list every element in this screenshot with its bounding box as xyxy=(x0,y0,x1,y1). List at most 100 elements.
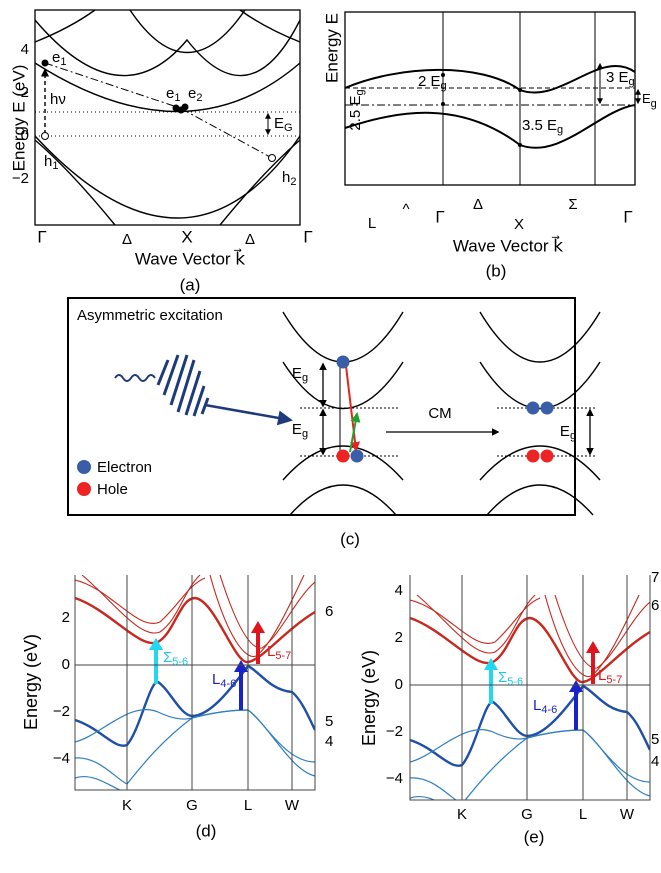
x-label: L xyxy=(368,215,376,232)
x-label: X xyxy=(514,216,524,233)
band-label: 7 xyxy=(651,569,659,586)
x-label: ^ xyxy=(402,201,409,218)
text-part: 2 xyxy=(290,176,296,188)
x-label: W xyxy=(285,797,300,814)
curve xyxy=(114,374,156,382)
text-part: 5-7 xyxy=(275,650,291,662)
x-label: Γ xyxy=(303,227,312,246)
text-part: E xyxy=(560,423,570,440)
x-label: G xyxy=(186,797,198,814)
text-part: h xyxy=(44,153,52,170)
band-label: 6 xyxy=(651,597,659,614)
text-part: e xyxy=(166,85,174,102)
marker-dot xyxy=(441,102,445,106)
text-part: 2.5 E xyxy=(347,96,364,131)
annotation: e2 xyxy=(188,85,202,104)
annotation: 3 Eg xyxy=(606,69,635,88)
x-label: W xyxy=(620,806,635,823)
text-part: 4-6 xyxy=(220,678,236,690)
text-part: e xyxy=(188,85,196,102)
text-part: g xyxy=(557,124,563,136)
marker-dot xyxy=(41,132,49,140)
x-label: K xyxy=(122,797,132,814)
text-part: g xyxy=(302,428,308,440)
band-curves xyxy=(75,575,315,790)
y-tick-label: −2 xyxy=(12,170,29,187)
x-axis-label: Wave Vector k⃗ xyxy=(135,248,245,268)
y-axis-label: Energy E (eV) xyxy=(9,65,28,172)
x-label: Δ xyxy=(473,196,483,213)
x-label: X xyxy=(181,227,192,246)
annotation: e1 xyxy=(166,85,180,104)
marker-dot xyxy=(350,449,364,463)
curve xyxy=(344,65,636,94)
panel-a: Energy E (eV) 4 2 0 −2 Γ Δ X Δ Γ Wave Ve… xyxy=(9,9,313,294)
guide-line xyxy=(345,365,361,452)
y-tick-label: 2 xyxy=(62,609,70,626)
curve xyxy=(34,139,301,226)
annotation: EG xyxy=(274,115,293,134)
plot-area xyxy=(75,575,315,790)
x-label: Γ xyxy=(37,227,46,246)
annotation: 3.5 Eg xyxy=(522,117,563,136)
x-label: Γ xyxy=(435,207,444,226)
text-part: E xyxy=(274,115,284,132)
annotation: Eg xyxy=(642,91,657,109)
y-axis-label: Energy (eV) xyxy=(359,650,379,746)
text-part: g xyxy=(354,89,366,95)
text-part: L xyxy=(598,667,606,684)
curve xyxy=(34,62,301,113)
text-part: Σ xyxy=(498,669,507,686)
band-label: 5 xyxy=(651,731,659,748)
x-label: L xyxy=(579,806,587,823)
annotation: h2 xyxy=(282,169,296,188)
text-part: g xyxy=(570,430,576,442)
y-tick-label: 2 xyxy=(395,629,403,646)
legend-label: Electron xyxy=(97,459,152,476)
text-part: 1 xyxy=(52,160,58,172)
text-part: 5-7 xyxy=(606,674,622,686)
text-part: g xyxy=(302,372,308,384)
y-tick-label: 4 xyxy=(21,41,29,58)
x-label: L xyxy=(244,797,252,814)
marker-dot xyxy=(441,73,445,77)
curve xyxy=(74,575,316,791)
y-tick-label: 0 xyxy=(395,676,403,693)
band-curves xyxy=(410,595,650,810)
text-part: Σ xyxy=(163,649,172,666)
y-tick-label: 2 xyxy=(21,84,29,101)
text-part: 5-6 xyxy=(507,676,523,688)
legend-swatch xyxy=(77,460,91,474)
annotation: h1 xyxy=(44,153,58,172)
curve xyxy=(149,638,163,650)
text-part: 4-6 xyxy=(541,704,557,716)
marker-dot xyxy=(518,88,522,92)
gap-label: Eg xyxy=(292,365,308,384)
panel-title: Asymmetric excitation xyxy=(77,307,223,324)
x-label: G xyxy=(521,806,533,823)
curve xyxy=(34,9,301,77)
curve xyxy=(479,311,601,516)
x-label: Δ xyxy=(245,231,255,248)
side-label: 2.5 Eg xyxy=(347,89,366,130)
text-part: L xyxy=(267,643,275,660)
curve xyxy=(282,311,404,516)
x-axis-label: Wave Vector k⃗ xyxy=(453,235,563,255)
marker-dot xyxy=(181,103,189,111)
marker-dot xyxy=(526,401,540,415)
panel-e: Energy (eV) 4 2 0 −2 −4 K G L W Σ5-6 L4-… xyxy=(359,569,660,847)
gap-label: Eg xyxy=(292,421,308,440)
marker-dot xyxy=(540,401,554,415)
legend-label: Hole xyxy=(97,481,128,498)
y-tick-label: 4 xyxy=(395,582,403,599)
caption: (e) xyxy=(524,827,545,846)
annotation: e1 xyxy=(52,49,66,68)
text-part: 1 xyxy=(174,92,180,104)
curve xyxy=(344,104,636,149)
annotation: hν xyxy=(50,91,66,108)
y-tick-label: −4 xyxy=(53,750,70,767)
transition-label: L5-7 xyxy=(598,667,622,686)
y-axis-label: Energy (eV) xyxy=(21,634,41,730)
gap-label: Eg xyxy=(560,423,576,442)
